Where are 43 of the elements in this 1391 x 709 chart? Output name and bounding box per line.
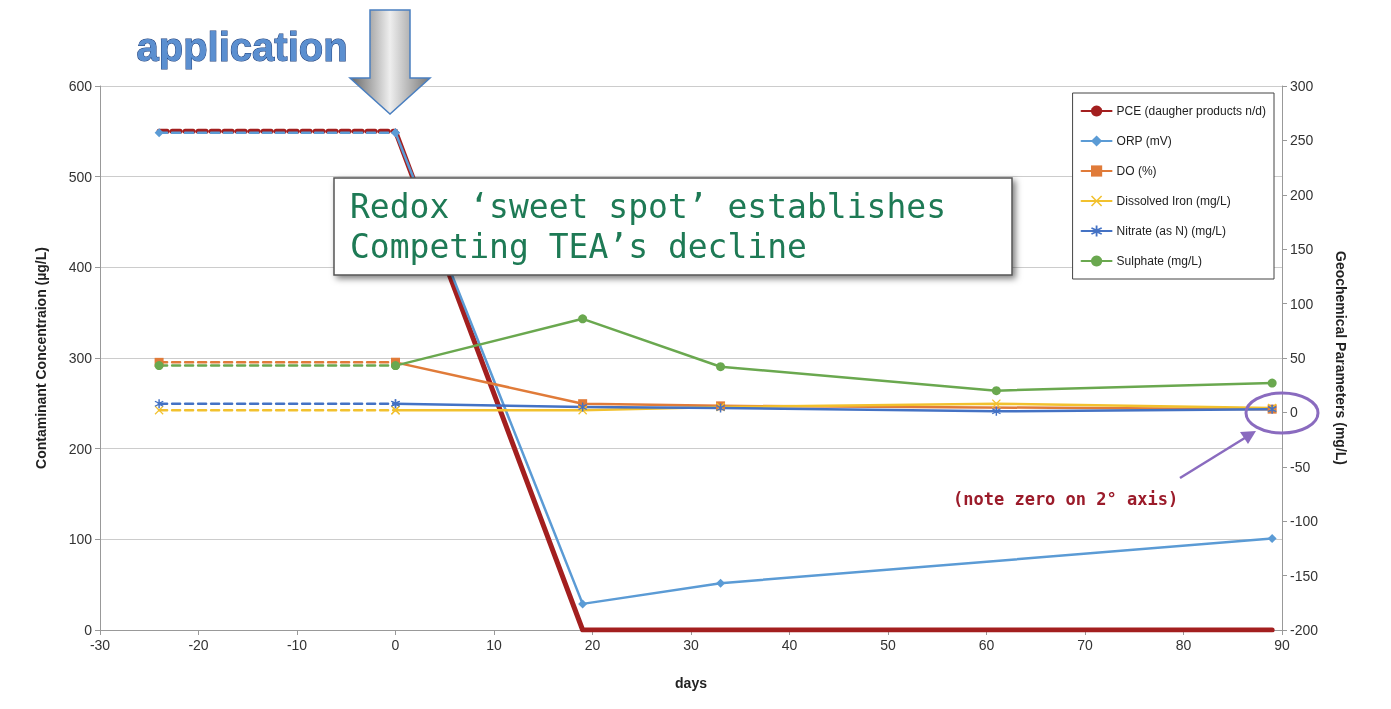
annotation: (note zero on 2° axis) xyxy=(953,488,1179,509)
y2-tick-label: 50 xyxy=(1290,350,1306,366)
x-tick-label: -10 xyxy=(286,637,308,653)
annotation: Redox ‘sweet spot’ establishes Competing TEA’s decline xyxy=(350,186,947,266)
y2-tick-label: -50 xyxy=(1290,458,1311,475)
y2-tick-label: 100 xyxy=(1290,295,1314,312)
legend-label: Dissolved Iron (mg/L) xyxy=(1116,194,1231,208)
y-axis-title: Contaminant Concentraion (µg/L) xyxy=(33,247,49,469)
x-tick-label: 20 xyxy=(584,637,601,653)
legend-label: Sulphate (mg/L) xyxy=(1116,254,1202,268)
y-tick-label: 400 xyxy=(68,259,93,276)
text: application xyxy=(136,24,348,69)
legend-label: DO (%) xyxy=(1116,164,1157,178)
y-tick-label: 100 xyxy=(68,531,93,548)
y2-tick-label: 150 xyxy=(1290,241,1314,258)
x-axis-title: days xyxy=(675,675,708,691)
x-tick-label: 0 xyxy=(391,637,400,653)
x-tick-label: -30 xyxy=(89,637,111,653)
x-tick-label: 60 xyxy=(978,637,995,653)
legend-label: ORP (mV) xyxy=(1116,134,1172,148)
legend-label: PCE (daugher products n/d) xyxy=(1116,104,1267,118)
y2-tick-label: 250 xyxy=(1290,132,1314,149)
x-tick-label: 80 xyxy=(1175,637,1192,653)
y2-tick-label: -150 xyxy=(1290,567,1319,584)
x-tick-label: 90 xyxy=(1274,637,1290,653)
x-tick-label: 10 xyxy=(486,637,502,653)
y-tick-label: 600 xyxy=(68,78,93,94)
y-tick-label: 0 xyxy=(84,622,93,638)
y2-tick-label: -200 xyxy=(1290,622,1319,638)
y2-tick-label: 200 xyxy=(1290,186,1314,203)
legend-label: Nitrate (as N) (mg/L) xyxy=(1116,224,1226,238)
x-tick-label: 30 xyxy=(683,637,699,653)
y-tick-label: 300 xyxy=(68,350,93,366)
y-tick-label: 200 xyxy=(68,440,93,457)
y2-tick-label: -100 xyxy=(1290,513,1319,530)
y2-tick-label: 300 xyxy=(1290,78,1314,94)
y2-tick-label: 0 xyxy=(1290,404,1298,421)
x-tick-label: 50 xyxy=(880,637,896,653)
x-tick-label: -20 xyxy=(188,637,209,653)
x-tick-label: 70 xyxy=(1077,637,1093,653)
y2-axis-title: Geochemical Parameters (mg/L) xyxy=(1333,251,1349,465)
x-tick-label: 40 xyxy=(781,637,798,653)
y-tick-label: 500 xyxy=(68,168,93,185)
